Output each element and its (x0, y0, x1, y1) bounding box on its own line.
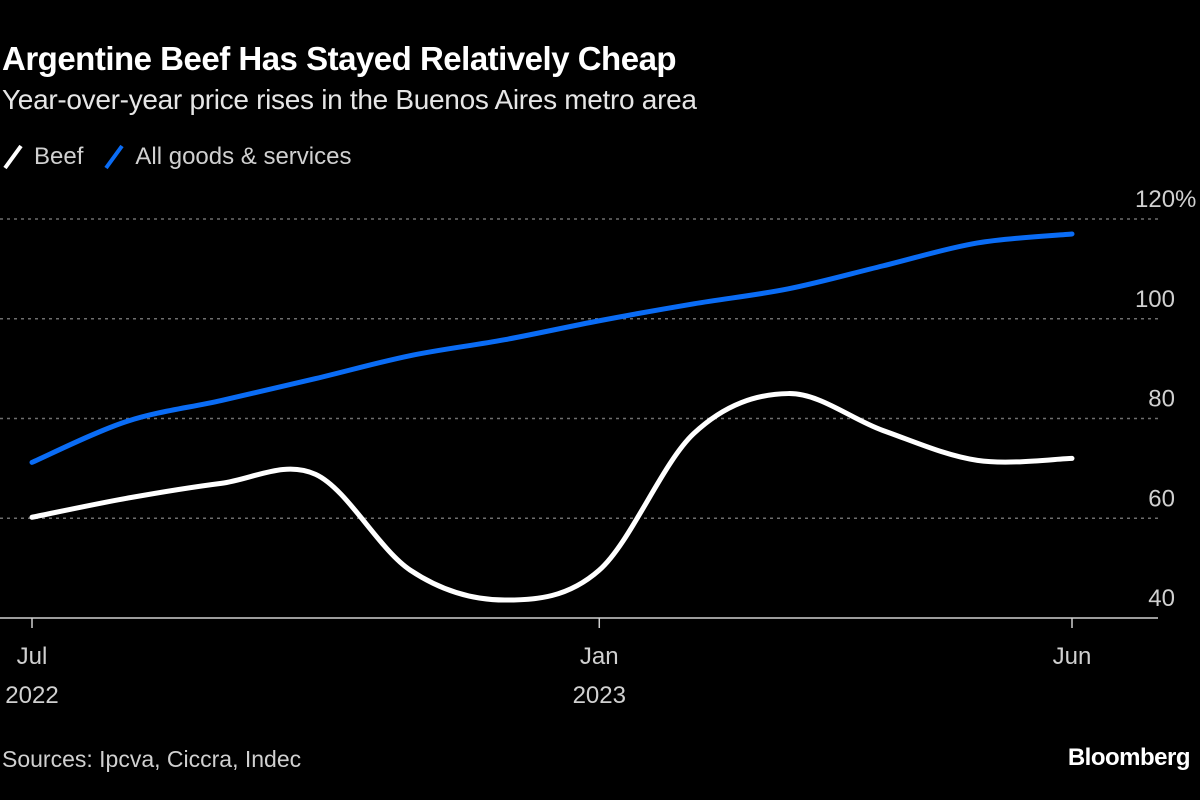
y-tick-label: 100 (1135, 286, 1175, 313)
series-line-all-goods-services (29, 231, 1075, 465)
legend-swatch-beef-icon (3, 144, 23, 170)
source-note: Sources: Ipcva, Ciccra, Indec (2, 746, 302, 772)
x-tick-label: 2022 (5, 682, 58, 709)
series-line-beef (29, 391, 1075, 603)
legend: Beef All goods & services (2, 142, 371, 172)
legend-item-beef: Beef (2, 142, 83, 172)
chart-title: Argentine Beef Has Stayed Relatively Che… (2, 40, 677, 77)
x-axis (0, 617, 1158, 628)
gridlines (0, 218, 1158, 519)
legend-swatch-all-goods-icon (104, 144, 124, 170)
bloomberg-logo: Bloomberg (1067, 744, 1191, 771)
y-tick-label: 80 (1148, 386, 1175, 413)
x-tick-label: 2023 (573, 682, 626, 709)
x-tick-label: Jul (17, 643, 48, 670)
legend-label-beef: Beef (34, 143, 84, 170)
x-axis-labels: Jul 2022 Jan 2023 Jun (5, 643, 1091, 709)
legend-label-all-goods: All goods & services (135, 143, 352, 170)
y-tick-label: 120% (1135, 186, 1196, 213)
x-tick-label: Jun (1053, 643, 1092, 670)
series-lines (29, 231, 1075, 603)
chart-subtitle: Year-over-year price rises in the Buenos… (2, 84, 697, 115)
y-axis-labels: 40 60 80 100 120% (1135, 186, 1196, 612)
y-tick-label: 40 (1148, 585, 1175, 612)
legend-item-all-goods: All goods & services (103, 142, 351, 172)
y-tick-label: 60 (1148, 485, 1175, 512)
x-tick-label: Jan (580, 643, 619, 670)
